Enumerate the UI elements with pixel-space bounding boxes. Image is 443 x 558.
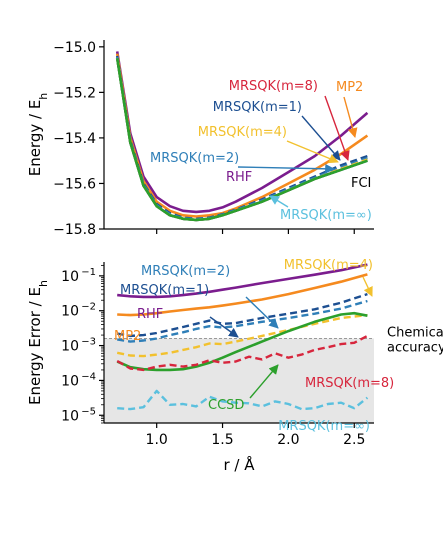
bottom-ytick-label: 10 <box>61 408 79 424</box>
bottom-xtick-label: 1.5 <box>211 432 233 448</box>
bottom-ylabel-subscript: h <box>37 280 50 287</box>
top-annotation-mp2: MP2 <box>336 80 363 95</box>
top-annotation-mrsqk-m-4: MRSQK(m=4) <box>198 125 287 140</box>
top-series-ccsd <box>115 58 368 222</box>
bottom-annotation-rhf: RHF <box>137 307 163 322</box>
bottom-ylabel-text: Energy Error / E <box>26 287 44 405</box>
top-ytick-label: −15.0 <box>53 40 96 56</box>
bottom-ytick-base: 10 <box>61 269 79 285</box>
top-arrow-mrsqk-m-inf <box>269 195 289 208</box>
top-annotation-mrsqk-m-1: MRSQK(m=1) <box>213 100 302 115</box>
bottom-ytick-base: 10 <box>61 339 79 355</box>
bottom-ytick-exponent: −2 <box>81 302 96 313</box>
bottom-arrow-mrsqk-m-2 <box>245 296 279 329</box>
top-annotation-rhf: RHF <box>226 170 252 185</box>
top-arrow-mrsqk-m-1 <box>301 115 341 161</box>
bottom-xtick-label: 1.0 <box>146 432 168 448</box>
bottom-series-mrsqk-m-inf <box>117 389 369 411</box>
bottom-arrow-mrsqk-m-1 <box>209 316 239 338</box>
bottom-ytick-label: 10 <box>61 304 79 320</box>
bottom-xtick-label: 2.0 <box>277 432 299 448</box>
bottom-ytick-exponent: −1 <box>81 267 96 278</box>
bottom-series-rhf <box>117 263 368 299</box>
top-arrow-mp2 <box>343 96 358 138</box>
bottom-series-mrsqk-m-2 <box>117 299 368 343</box>
top-annotation-fci: FCI <box>351 176 371 191</box>
top-annotation-mrsqk-m-2: MRSQK(m=2) <box>150 151 239 166</box>
bottom-annotation-ccsd: CCSD <box>208 398 244 413</box>
chemical-accuracy-label: Chemical accuracy <box>387 325 443 355</box>
top-arrow-mrsqk-m-2 <box>237 163 335 174</box>
top-annotation-mrsqk-m-8: MRSQK(m=8) <box>229 79 318 94</box>
top-ytick-label: −15.4 <box>53 131 96 147</box>
bottom-series-ccsd <box>116 311 368 372</box>
bottom-xtick-label: 2.5 <box>343 432 365 448</box>
bottom-ytick-label: 10 <box>61 339 79 355</box>
bottom-series-mrsqk-m-1 <box>116 292 368 338</box>
top-ylabel-text: Energy / E <box>26 100 44 177</box>
bottom-ytick-base: 10 <box>61 408 79 424</box>
bottom-ytick-exponent: −3 <box>81 337 96 348</box>
bottom-ytick-base: 10 <box>61 373 79 389</box>
bottom-xlabel: r / Å <box>223 455 255 474</box>
top-ytick-label: −15.6 <box>53 176 96 192</box>
bottom-ylabel: Energy Error / Eh <box>26 280 50 405</box>
top-series-mp2 <box>115 53 369 218</box>
top-panel: −15.8 −15.6 −15.4 −15.2 −15.0 Energy / Eh MRSQ… <box>26 40 374 238</box>
bottom-ytick-exponent: −4 <box>81 371 96 382</box>
bottom-ytick-base: 10 <box>61 304 79 320</box>
bottom-arrow-ccsd <box>249 364 279 399</box>
bottom-annotation-mrsqk-m-1: MRSQK(m=1) <box>120 283 209 298</box>
chemical-accuracy-region <box>104 338 374 423</box>
top-arrow-mrsqk-m-8 <box>324 95 350 161</box>
bottom-annotation-mrsqk-m-2: MRSQK(m=2) <box>141 264 230 279</box>
top-ylabel-subscript: h <box>37 93 50 100</box>
bottom-arrow-mrsqk-m-4 <box>362 276 373 297</box>
top-annotation-mrsqk-m-inf: MRSQK(m=∞) <box>280 208 372 223</box>
chemical-accuracy-label-line: accuracy <box>387 340 443 355</box>
bottom-series-mrsqk-m-8 <box>116 334 368 372</box>
bottom-series-mp2 <box>117 273 368 317</box>
top-arrow-mrsqk-m-4 <box>286 140 339 164</box>
bottom-ytick-exponent: −5 <box>81 406 96 417</box>
bottom-annotation-mrsqk-m-8: MRSQK(m=8) <box>305 376 394 391</box>
chemical-accuracy-label-line: Chemical <box>387 325 443 340</box>
bottom-annotation-mp2: MP2 <box>114 329 141 344</box>
top-series-rhf <box>115 51 369 214</box>
bottom-ytick-label: 10 <box>61 373 79 389</box>
top-ylabel: Energy / Eh <box>26 93 50 177</box>
top-ytick-label: −15.8 <box>53 222 96 238</box>
bottom-ytick-label: 10 <box>61 269 79 285</box>
bottom-annotation-mrsqk-m-4: MRSQK(m=4) <box>284 258 373 273</box>
top-ytick-label: −15.2 <box>53 85 96 101</box>
bottom-annotation-mrsqk-m-inf: MRSQK(m=∞) <box>278 419 370 434</box>
